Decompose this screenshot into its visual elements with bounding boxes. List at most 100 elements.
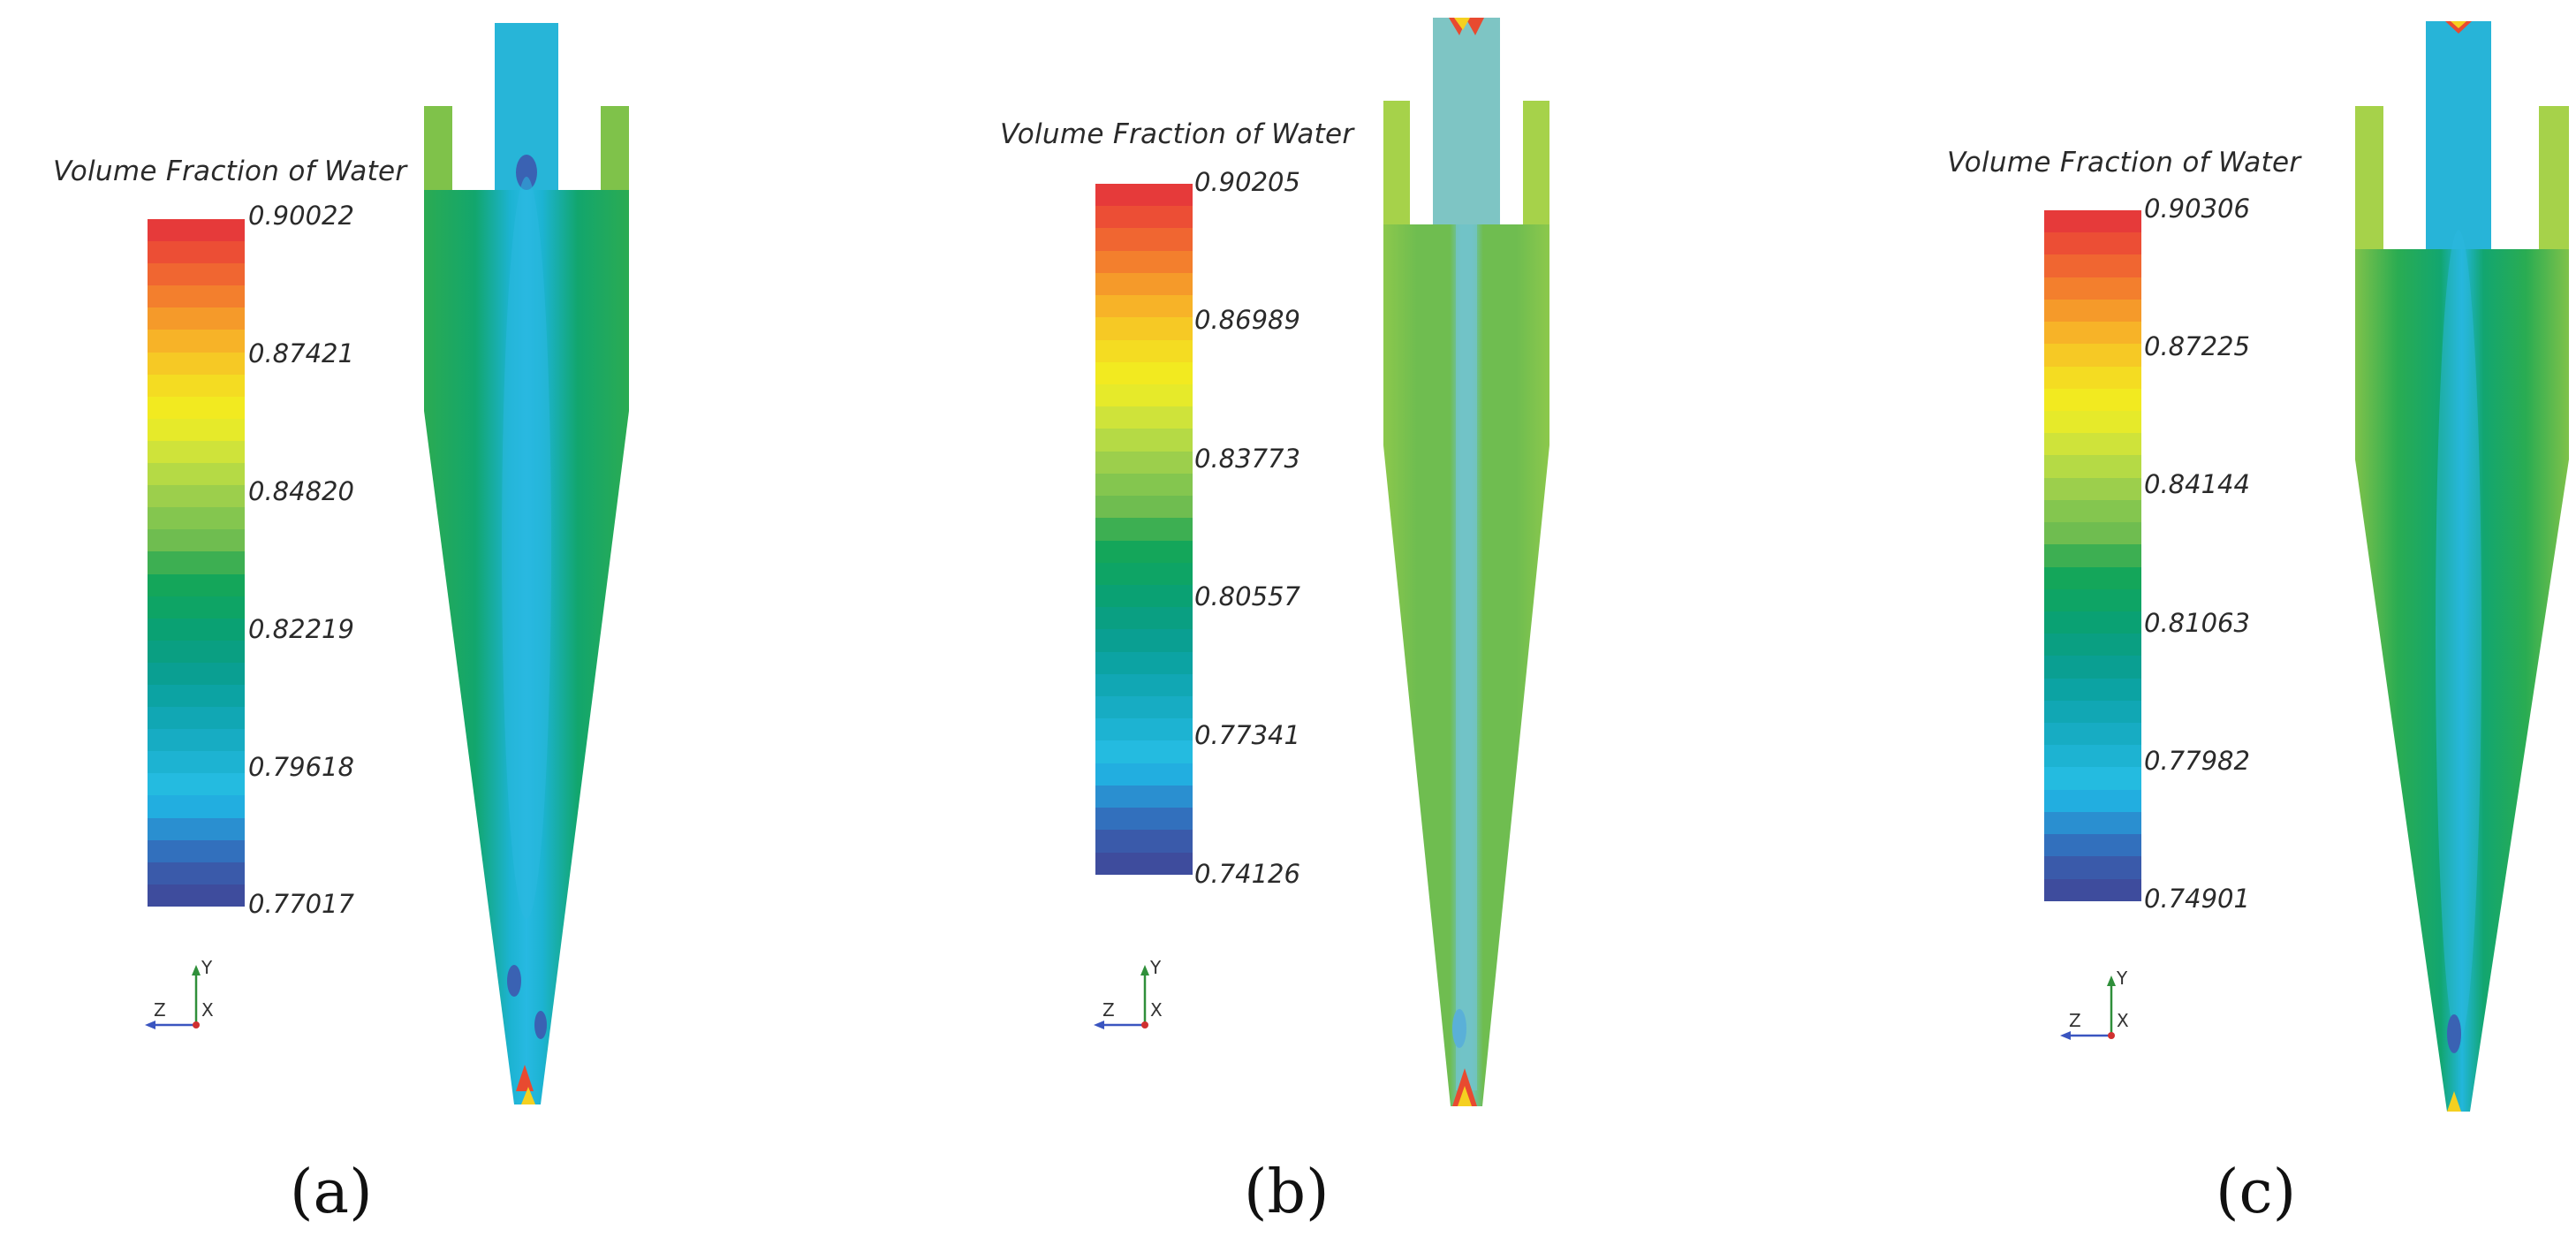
colorbar-segment	[2044, 634, 2141, 657]
axis-triad: Y Z X	[141, 954, 247, 1034]
colorbar-segment	[148, 463, 245, 486]
colorbar-segment	[1095, 295, 1193, 318]
colorbar-segment	[2044, 723, 2141, 746]
colorbar-segment	[1095, 339, 1193, 362]
colorbar-segment	[1095, 584, 1193, 608]
colorbar-segment	[1095, 607, 1193, 630]
colorbar-segment	[1095, 562, 1193, 585]
tick-label: 0.84144	[2144, 469, 2250, 499]
colorbar-segment	[148, 751, 245, 774]
colorbar-segment	[2044, 588, 2141, 611]
colorbar-segment	[1095, 718, 1193, 741]
colorbar-segment	[1095, 184, 1193, 207]
colorbar-segment	[148, 485, 245, 508]
colorbar-segment	[1095, 763, 1193, 786]
colorbar-segment	[2044, 410, 2141, 434]
colorbar	[148, 219, 245, 907]
colorbar-segment	[148, 573, 245, 596]
panel-b: Volume Fraction of Water 0.90205 0.86989…	[859, 0, 1717, 1260]
colorbar-segment	[1095, 852, 1193, 875]
tick-label: 0.74901	[2144, 884, 2250, 914]
colorbar-segment	[2044, 878, 2141, 901]
colorbar-segment	[1095, 740, 1193, 763]
tick-label: 0.77017	[248, 889, 354, 919]
tick-label: 0.74126	[1194, 859, 1300, 889]
panel-c: Volume Fraction of Water 0.90306 0.87225…	[1717, 0, 2576, 1260]
colorbar-segment	[148, 551, 245, 574]
colorbar-segment	[1095, 451, 1193, 474]
colorbar-segment	[2044, 856, 2141, 879]
colorbar-segment	[148, 884, 245, 907]
colorbar-segment	[2044, 388, 2141, 411]
colorbar-segment	[148, 795, 245, 818]
colorbar-segment	[148, 839, 245, 862]
colorbar-segment	[148, 307, 245, 330]
tick-label: 0.90022	[248, 201, 354, 231]
colorbar-segment	[2044, 656, 2141, 679]
colorbar-segment	[148, 707, 245, 730]
axis-y-label: Y	[1149, 957, 1162, 978]
colorbar-segment	[2044, 834, 2141, 857]
colorbar-segment	[1095, 496, 1193, 519]
tick-label: 0.77341	[1194, 720, 1300, 750]
axis-z-label: Z	[2069, 1010, 2081, 1031]
tick-label: 0.87421	[248, 338, 354, 368]
colorbar-segment	[2044, 210, 2141, 233]
tick-label: 0.83773	[1194, 444, 1300, 474]
colorbar-segment	[148, 862, 245, 884]
tick-label: 0.80557	[1194, 581, 1300, 611]
colorbar-segment	[1095, 228, 1193, 251]
tick-label: 0.82219	[248, 614, 354, 644]
tick-label: 0.86989	[1194, 305, 1300, 335]
colorbar-segment	[1095, 696, 1193, 719]
colorbar-segment	[148, 684, 245, 708]
colorbar-segment	[2044, 544, 2141, 567]
tick-label: 0.77982	[2144, 746, 2250, 776]
colorbar-segment	[1095, 361, 1193, 384]
colorbar-segment	[1095, 317, 1193, 340]
cyclone-contour	[417, 18, 647, 1117]
colorbar-segment	[148, 219, 245, 242]
axis-x-label: X	[201, 999, 214, 1021]
axis-triad: Y Z X	[1090, 954, 1196, 1034]
axis-x-label: X	[2117, 1010, 2129, 1031]
colorbar-segment	[1095, 629, 1193, 652]
colorbar-segment	[148, 352, 245, 375]
colorbar-segment	[1095, 808, 1193, 831]
legend-title: Volume Fraction of Water	[1947, 147, 2301, 178]
colorbar-segment	[2044, 611, 2141, 634]
colorbar-segment	[1095, 473, 1193, 497]
colorbar	[1095, 184, 1193, 875]
axis-z-label: Z	[154, 999, 166, 1021]
colorbar-segment	[2044, 745, 2141, 768]
colorbar-segment	[2044, 499, 2141, 523]
colorbar-segment	[148, 241, 245, 264]
axis-y-label: Y	[2116, 968, 2128, 989]
colorbar-segment	[148, 396, 245, 419]
colorbar-segment	[1095, 518, 1193, 541]
colorbar-segment	[148, 440, 245, 464]
colorbar-segment	[1095, 830, 1193, 853]
cyclone-contour	[1378, 12, 1590, 1112]
colorbar-segment	[2044, 789, 2141, 812]
panel-a: Volume Fraction of Water 0.90022 0.87421…	[0, 0, 859, 1260]
colorbar-segment	[2044, 277, 2141, 300]
colorbar-segment	[148, 285, 245, 308]
tick-label: 0.90306	[2144, 194, 2250, 224]
colorbar-segment	[148, 374, 245, 397]
colorbar-segment	[2044, 366, 2141, 389]
colorbar-segment	[2044, 811, 2141, 835]
colorbar-segment	[148, 662, 245, 685]
colorbar-segment	[2044, 566, 2141, 589]
colorbar-segment	[1095, 673, 1193, 697]
colorbar-segment	[148, 618, 245, 641]
panel-label: (a)	[290, 1158, 373, 1227]
colorbar-segment	[148, 729, 245, 752]
legend-title: Volume Fraction of Water	[1000, 118, 1354, 150]
colorbar-segment	[1095, 383, 1193, 407]
colorbar-segment	[148, 330, 245, 353]
colorbar-segment	[2044, 522, 2141, 545]
legend-title: Volume Fraction of Water	[53, 156, 407, 187]
colorbar-segment	[148, 640, 245, 663]
colorbar-segment	[148, 817, 245, 840]
